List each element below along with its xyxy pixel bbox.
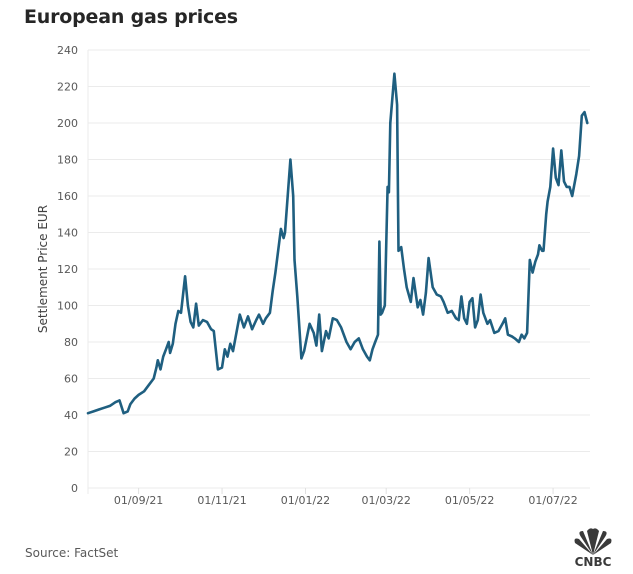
x-tick-label: 01/01/22: [281, 494, 330, 507]
y-tick-label: 120: [57, 263, 78, 276]
y-tick-label: 200: [57, 117, 78, 130]
series-line-settlement-price: [86, 72, 589, 415]
y-tick-label: 140: [57, 227, 78, 240]
data-points: [87, 73, 588, 414]
y-axis-ticks: 0 20 40 60 80 100 120 140 160 180 200 220 240: [57, 44, 78, 495]
source-note: Source: FactSet: [25, 546, 119, 560]
y-tick-label: 60: [64, 373, 78, 386]
y-tick-label: 180: [57, 154, 78, 167]
chart-title: European gas prices: [24, 6, 238, 28]
y-tick-label: 20: [64, 446, 78, 459]
cnbc-logo: CNBC: [574, 528, 612, 567]
y-tick-label: 160: [57, 190, 78, 203]
y-tick-label: 100: [57, 300, 78, 313]
y-tick-label: 240: [57, 44, 78, 57]
logo-text: CNBC: [575, 555, 612, 567]
y-axis-label: Settlement Price EUR: [36, 205, 50, 333]
peacock-icon: [574, 528, 612, 555]
y-tick-label: 220: [57, 81, 78, 94]
x-tick-label: 01/09/21: [114, 494, 163, 507]
x-tick-label: 01/05/22: [445, 494, 494, 507]
y-tick-label: 80: [64, 336, 78, 349]
y-tick-label: 0: [71, 482, 78, 495]
y-tick-label: 40: [64, 409, 78, 422]
x-tick-label: 01/11/21: [197, 494, 246, 507]
gridlines: [87, 49, 590, 494]
x-tick-label: 01/07/22: [528, 494, 577, 507]
x-axis-ticks: 01/09/21 01/11/21 01/01/22 01/03/22 01/05/22…: [114, 488, 578, 507]
x-tick-label: 01/03/22: [361, 494, 410, 507]
